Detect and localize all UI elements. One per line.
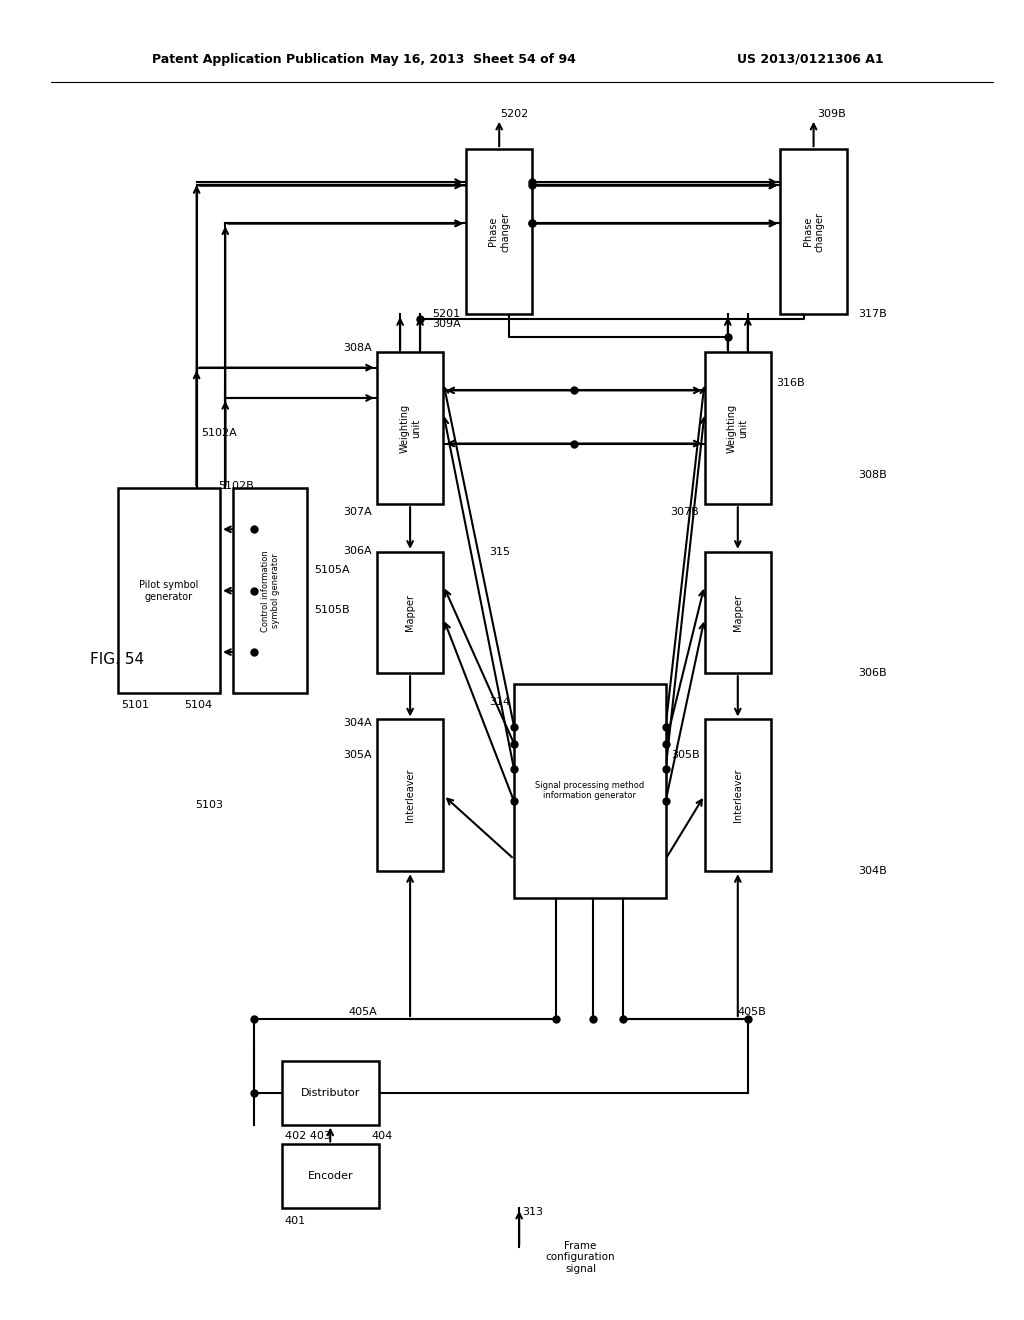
Bar	[514, 684, 666, 898]
Text: 316B: 316B	[776, 378, 805, 388]
Text: 315: 315	[488, 546, 510, 557]
Bar	[377, 352, 443, 504]
Text: 405A: 405A	[348, 1007, 377, 1018]
Text: 405B: 405B	[737, 1007, 766, 1018]
Text: 304A: 304A	[343, 718, 372, 729]
Text: 309B: 309B	[817, 108, 846, 119]
Bar	[780, 149, 847, 314]
Bar	[705, 352, 771, 504]
Bar	[118, 488, 220, 693]
Bar	[705, 552, 771, 673]
Text: Pilot symbol
generator: Pilot symbol generator	[139, 579, 199, 602]
Text: 305A: 305A	[343, 750, 372, 760]
Text: 5101: 5101	[121, 700, 148, 710]
Text: 5104: 5104	[184, 700, 212, 710]
Text: 308A: 308A	[343, 343, 372, 354]
Text: 5201: 5201	[433, 309, 461, 319]
Text: 306B: 306B	[858, 668, 887, 678]
Text: US 2013/0121306 A1: US 2013/0121306 A1	[737, 53, 884, 66]
Bar	[377, 719, 443, 871]
Text: Phase
changer: Phase changer	[488, 211, 510, 252]
Text: 5102B: 5102B	[218, 480, 254, 491]
Text: Frame
configuration
signal: Frame configuration signal	[546, 1241, 615, 1274]
Text: 402 403: 402 403	[285, 1131, 331, 1142]
Bar	[233, 488, 307, 693]
Text: 309A: 309A	[432, 319, 461, 330]
Text: 313: 313	[522, 1206, 544, 1217]
Text: 306A: 306A	[343, 546, 372, 557]
Bar	[377, 552, 443, 673]
Text: Control information
symbol generator: Control information symbol generator	[261, 550, 280, 631]
Text: 305B: 305B	[671, 750, 699, 760]
Text: 404: 404	[372, 1131, 393, 1142]
Text: 307A: 307A	[343, 507, 372, 517]
Text: 317B: 317B	[858, 309, 887, 319]
Text: Interleaver: Interleaver	[406, 768, 415, 822]
Text: Weighting
unit: Weighting unit	[727, 404, 749, 453]
Text: Distributor: Distributor	[301, 1088, 359, 1098]
Bar	[705, 719, 771, 871]
Text: Mapper: Mapper	[733, 594, 742, 631]
Bar	[282, 1144, 379, 1208]
Text: 307B: 307B	[671, 507, 699, 517]
Text: 5202: 5202	[500, 108, 528, 119]
Text: 401: 401	[285, 1216, 306, 1226]
Text: Signal processing method
information generator: Signal processing method information gen…	[536, 781, 644, 800]
Text: Mapper: Mapper	[406, 594, 415, 631]
Text: FIG. 54: FIG. 54	[90, 652, 144, 668]
Text: Encoder: Encoder	[307, 1171, 353, 1181]
Bar	[282, 1061, 379, 1125]
Text: Weighting
unit: Weighting unit	[399, 404, 421, 453]
Bar	[466, 149, 532, 314]
Text: 5105A: 5105A	[314, 565, 350, 576]
Text: 5103: 5103	[196, 800, 223, 810]
Text: Interleaver: Interleaver	[733, 768, 742, 822]
Text: May 16, 2013  Sheet 54 of 94: May 16, 2013 Sheet 54 of 94	[370, 53, 577, 66]
Text: 308B: 308B	[858, 470, 887, 480]
Text: 5102A: 5102A	[201, 428, 237, 438]
Text: 5105B: 5105B	[314, 605, 350, 615]
Text: 314: 314	[488, 697, 510, 708]
Text: Phase
changer: Phase changer	[803, 211, 824, 252]
Text: Patent Application Publication: Patent Application Publication	[152, 53, 364, 66]
Text: 304B: 304B	[858, 866, 887, 876]
